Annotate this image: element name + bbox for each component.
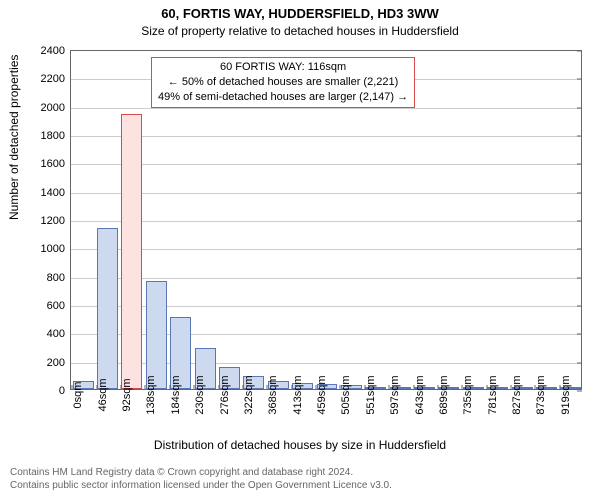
y-tick-mark: [577, 306, 582, 307]
y-tick-mark: [577, 277, 582, 278]
x-tick-label: 0sqm: [72, 382, 84, 409]
y-tick-label: 1600: [41, 158, 65, 170]
y-tick-mark: [577, 334, 582, 335]
x-tick-label: 138sqm: [145, 375, 157, 414]
gridline: [71, 193, 581, 194]
footer-line-2: Contains public sector information licen…: [10, 479, 392, 492]
y-tick-label: 2200: [41, 73, 65, 85]
chart-subtitle: Size of property relative to detached ho…: [0, 24, 600, 38]
x-tick-label: 230sqm: [194, 375, 206, 414]
annotation-line-1: 60 FORTIS WAY: 116sqm: [158, 60, 408, 75]
x-tick-label: 827sqm: [511, 375, 523, 414]
gridline: [71, 249, 581, 250]
x-tick-label: 689sqm: [438, 375, 450, 414]
gridline: [71, 136, 581, 137]
y-tick-mark: [577, 192, 582, 193]
y-tick-label: 1200: [41, 215, 65, 227]
y-tick-mark: [577, 391, 582, 392]
y-tick-label: 800: [47, 272, 65, 284]
y-tick-label: 200: [47, 357, 65, 369]
y-tick-mark: [577, 107, 582, 108]
x-tick-label: 643sqm: [414, 375, 426, 414]
gridline: [71, 164, 581, 165]
gridline: [71, 278, 581, 279]
x-tick-label: 368sqm: [267, 375, 279, 414]
x-tick-label: 919sqm: [560, 375, 572, 414]
y-tick-mark: [577, 164, 582, 165]
plot-area: 0200400600800100012001400160018002000220…: [70, 50, 582, 390]
y-tick-mark: [577, 362, 582, 363]
x-tick-label: 184sqm: [170, 375, 182, 414]
bar-highlight: [121, 114, 142, 389]
footer-line-1: Contains HM Land Registry data © Crown c…: [10, 466, 392, 479]
annotation-line-3: 49% of semi-detached houses are larger (…: [158, 90, 408, 105]
bar: [146, 281, 167, 389]
x-tick-label: 413sqm: [292, 375, 304, 414]
gridline: [71, 221, 581, 222]
y-tick-mark: [577, 249, 582, 250]
y-axis-label: Number of detached properties: [7, 55, 21, 220]
x-tick-label: 46sqm: [97, 378, 109, 411]
y-tick-mark: [577, 79, 582, 80]
annotation-line-2: ← 50% of detached houses are smaller (2,…: [158, 75, 408, 90]
x-tick-label: 551sqm: [365, 375, 377, 414]
x-tick-label: 781sqm: [487, 375, 499, 414]
x-tick-label: 873sqm: [535, 375, 547, 414]
y-tick-label: 2400: [41, 45, 65, 57]
y-tick-label: 1000: [41, 243, 65, 255]
footer-text: Contains HM Land Registry data © Crown c…: [10, 466, 392, 492]
x-tick-label: 322sqm: [243, 375, 255, 414]
y-tick-label: 1800: [41, 130, 65, 142]
x-tick-label: 92sqm: [121, 378, 133, 411]
x-tick-label: 459sqm: [316, 375, 328, 414]
x-tick-label: 505sqm: [340, 375, 352, 414]
y-tick-label: 0: [59, 385, 65, 397]
y-tick-label: 400: [47, 328, 65, 340]
y-tick-mark: [577, 51, 582, 52]
y-tick-label: 600: [47, 300, 65, 312]
bar: [97, 228, 118, 389]
x-axis-label: Distribution of detached houses by size …: [0, 438, 600, 452]
y-tick-mark: [577, 136, 582, 137]
gridline: [71, 108, 581, 109]
y-tick-label: 2000: [41, 102, 65, 114]
y-tick-label: 1400: [41, 187, 65, 199]
y-tick-mark: [577, 221, 582, 222]
x-tick-label: 276sqm: [219, 375, 231, 414]
x-tick-label: 597sqm: [389, 375, 401, 414]
annotation-box: 60 FORTIS WAY: 116sqm← 50% of detached h…: [151, 57, 415, 108]
chart-title: 60, FORTIS WAY, HUDDERSFIELD, HD3 3WW: [0, 6, 600, 21]
x-tick-label: 735sqm: [462, 375, 474, 414]
